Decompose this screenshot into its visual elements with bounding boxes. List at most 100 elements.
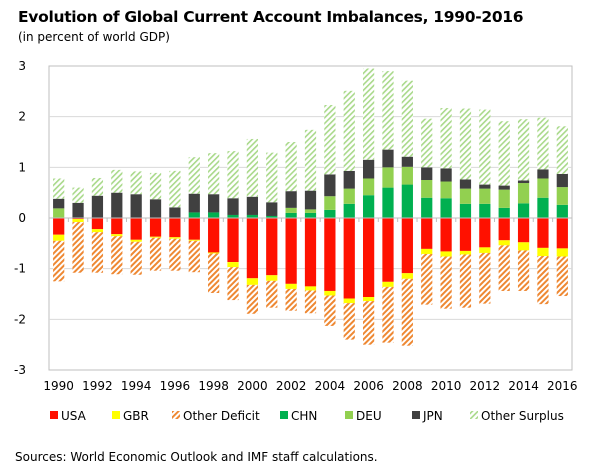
bar-segment-jpn bbox=[440, 168, 452, 182]
bar-segment-jpn bbox=[498, 185, 510, 190]
x-tick-label: 2016 bbox=[547, 379, 578, 393]
bar-segment-other-deficit bbox=[362, 301, 375, 345]
bar-segment-other-deficit bbox=[459, 254, 472, 308]
bar-segment-chn bbox=[227, 214, 239, 218]
bar-segment-jpn bbox=[266, 202, 278, 216]
bar-segment-usa bbox=[421, 218, 433, 249]
chart-title: Evolution of Global Current Account Imba… bbox=[18, 8, 524, 26]
bar-segment-usa bbox=[91, 218, 104, 230]
bar-segment-gbr bbox=[479, 247, 491, 253]
bar-segment-deu bbox=[479, 188, 491, 204]
bar-segment-chn bbox=[479, 203, 491, 218]
bar-segment-chn bbox=[188, 212, 200, 218]
bar-segment-jpn bbox=[285, 191, 297, 208]
bar-segment-usa bbox=[479, 218, 491, 248]
bar-segment-other-deficit bbox=[440, 256, 452, 309]
bar-segment-gbr bbox=[517, 242, 530, 251]
bar-segment-other-surplus bbox=[266, 152, 278, 203]
bar-segment-other-surplus bbox=[208, 153, 220, 195]
bar-segment-chn bbox=[343, 203, 355, 218]
bar-segment-other-surplus bbox=[111, 169, 123, 193]
bar-segment-usa bbox=[227, 218, 239, 263]
y-tick-label: -1 bbox=[14, 262, 26, 276]
bar-segment-other-deficit bbox=[72, 222, 84, 273]
y-tick-label: -2 bbox=[14, 312, 26, 326]
bar-segment-gbr bbox=[382, 281, 394, 287]
legend-label-other-deficit: Other Deficit bbox=[183, 409, 260, 423]
bar-segment-usa bbox=[304, 218, 317, 287]
bar-segment-other-surplus bbox=[91, 177, 104, 196]
bar-segment-usa bbox=[169, 218, 181, 238]
bar-segment-other-deficit bbox=[169, 238, 181, 271]
bar-segment-other-surplus bbox=[517, 119, 530, 181]
bar-segment-other-deficit bbox=[188, 240, 200, 273]
bar-segment-chn bbox=[304, 212, 317, 218]
x-tick-label: 1990 bbox=[43, 379, 74, 393]
legend-swatch-deu bbox=[345, 411, 353, 419]
bar-segment-other-surplus bbox=[227, 151, 239, 199]
y-tick-label: 3 bbox=[18, 59, 26, 73]
bar-segment-other-deficit bbox=[246, 284, 259, 314]
bar-segment-usa bbox=[149, 218, 162, 237]
bar-segment-other-surplus bbox=[382, 71, 394, 150]
bar-segment-other-surplus bbox=[343, 90, 355, 171]
bar-segment-other-surplus bbox=[440, 108, 452, 169]
x-tick-label: 2006 bbox=[353, 379, 384, 393]
bar-segment-gbr bbox=[53, 234, 65, 241]
bar-segment-gbr bbox=[149, 236, 162, 238]
bar-segment-other-deficit bbox=[382, 286, 394, 343]
bar-segment-other-surplus bbox=[304, 129, 317, 191]
bar-segment-gbr bbox=[169, 237, 181, 239]
bar-segment-other-deficit bbox=[343, 303, 355, 340]
bar-segment-chn bbox=[246, 214, 259, 218]
bar-segment-other-deficit bbox=[324, 295, 336, 326]
bar-segment-jpn bbox=[362, 159, 375, 179]
bar-segment-jpn bbox=[91, 195, 104, 218]
bar-segment-deu bbox=[459, 188, 472, 204]
bar-segment-usa bbox=[246, 218, 259, 279]
bar-segment-other-deficit bbox=[227, 267, 239, 301]
bar-segment-chn bbox=[537, 197, 549, 218]
bar-segment-other-surplus bbox=[459, 108, 472, 180]
bar-segment-gbr bbox=[556, 248, 568, 257]
bar-segment-chn bbox=[556, 204, 568, 218]
bar-segment-chn bbox=[459, 203, 472, 218]
bar-segment-deu bbox=[324, 196, 336, 210]
bar-segment-other-deficit bbox=[304, 290, 317, 314]
bar-segment-other-surplus bbox=[421, 118, 433, 168]
bar-segment-jpn bbox=[246, 196, 259, 215]
bars bbox=[53, 68, 568, 346]
bar-segment-gbr bbox=[266, 275, 278, 281]
bar-segment-usa bbox=[401, 218, 413, 274]
bar-segment-other-surplus bbox=[72, 187, 84, 203]
bar-segment-usa bbox=[517, 218, 530, 243]
x-tick-label: 2008 bbox=[392, 379, 423, 393]
bar-segment-other-surplus bbox=[130, 171, 142, 195]
bar-segment-gbr bbox=[343, 298, 355, 304]
bar-segment-jpn bbox=[227, 198, 239, 215]
bar-segment-usa bbox=[324, 218, 336, 291]
bar-segment-usa bbox=[459, 218, 472, 251]
y-tick-label: -3 bbox=[14, 363, 26, 377]
bar-segment-jpn bbox=[343, 170, 355, 189]
bar-segment-other-deficit bbox=[266, 280, 278, 308]
bar-segment-gbr bbox=[91, 229, 104, 233]
bar-segment-gbr bbox=[72, 219, 84, 223]
bar-segment-gbr bbox=[421, 248, 433, 254]
legend-label-other-surplus: Other Surplus bbox=[481, 409, 564, 423]
bar-segment-jpn bbox=[556, 173, 568, 188]
x-tick-label: 2012 bbox=[470, 379, 501, 393]
legend-swatch-usa bbox=[50, 411, 58, 419]
bar-segment-deu bbox=[304, 209, 317, 213]
bar-segment-other-surplus bbox=[401, 80, 413, 157]
bar-segment-chn bbox=[208, 212, 220, 218]
bar-segment-gbr bbox=[188, 239, 200, 241]
x-tick-label: 1996 bbox=[160, 379, 191, 393]
bar-segment-chn bbox=[382, 187, 394, 218]
bar-segment-jpn bbox=[130, 194, 142, 218]
x-tick-label: 1992 bbox=[82, 379, 113, 393]
bar-segment-usa bbox=[498, 218, 510, 241]
bar-segment-gbr bbox=[401, 273, 413, 279]
bar-segment-jpn bbox=[304, 190, 317, 210]
chart-subtitle: (in percent of world GDP) bbox=[18, 30, 170, 44]
